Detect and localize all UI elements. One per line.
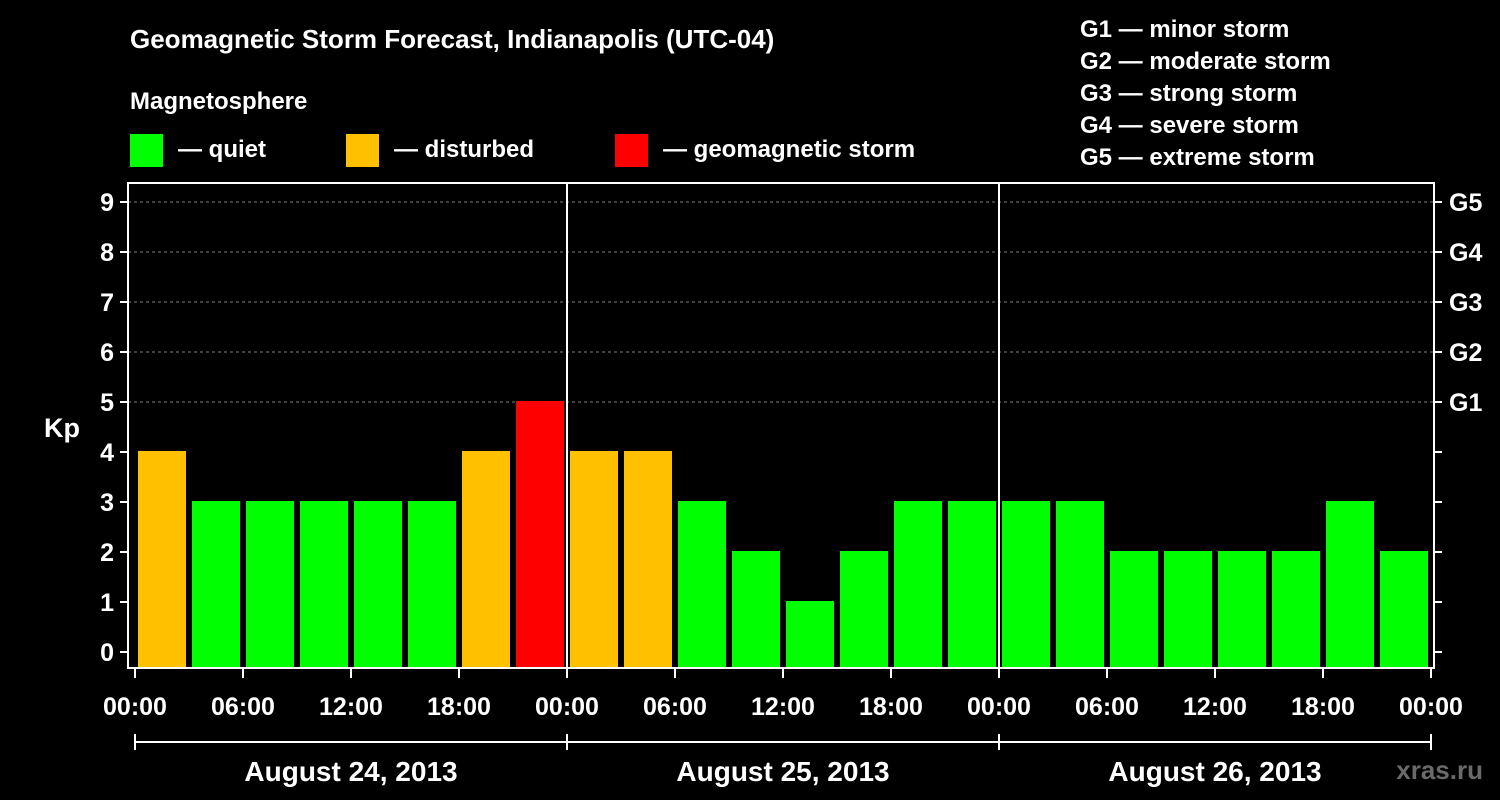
x-tick-label: 06:00 <box>211 693 275 721</box>
x-tick-label: 12:00 <box>751 693 815 721</box>
kp-bar <box>246 501 294 668</box>
y-tick-label: 3 <box>100 489 114 517</box>
legend-label-storm: — geomagnetic storm <box>663 136 915 163</box>
kp-bar <box>624 451 672 668</box>
y-tick-label: 1 <box>100 589 114 617</box>
y-tick-label: 7 <box>100 289 114 317</box>
x-tick-label: 18:00 <box>1291 693 1355 721</box>
g-scale-label: G1 <box>1449 389 1482 417</box>
kp-bar <box>300 501 348 668</box>
plot-frame <box>127 182 1435 669</box>
x-tick-label: 06:00 <box>1075 693 1139 721</box>
x-tick-label: 18:00 <box>427 693 491 721</box>
x-tick-label: 00:00 <box>103 693 167 721</box>
kp-bar <box>408 501 456 668</box>
legend-label-disturbed: — disturbed <box>394 136 534 163</box>
y-tick-label: 6 <box>100 339 114 367</box>
scale-legend-item: G5 — extreme storm <box>1080 144 1315 171</box>
kp-bar <box>678 501 726 668</box>
day-labels: August 24, 2013 August 25, 2013 August 26,… <box>134 734 1432 787</box>
kp-bars <box>138 401 1428 668</box>
y-tick-label: 2 <box>100 539 114 567</box>
legend-label-quiet: — quiet <box>178 136 266 163</box>
kp-bar <box>1272 551 1320 668</box>
legend-swatch-quiet <box>130 134 163 167</box>
axes <box>127 182 1435 669</box>
kp-bar <box>948 501 996 668</box>
y-tick-label: 8 <box>100 239 114 267</box>
y-tick-label: 5 <box>100 389 114 417</box>
g-scale-label: G4 <box>1449 239 1482 267</box>
x-tick-label: 00:00 <box>535 693 599 721</box>
magnetosphere-legend: — quiet — disturbed — geomagnetic storm <box>130 134 915 167</box>
scale-legend-item: G2 — moderate storm <box>1080 48 1331 75</box>
y-tick-label: 9 <box>100 189 114 217</box>
kp-bar <box>1110 551 1158 668</box>
x-tick-label: 00:00 <box>1399 693 1463 721</box>
kp-bar <box>516 401 564 668</box>
y-tick-label: 4 <box>100 439 114 467</box>
kp-bar <box>462 451 510 668</box>
chart-subtitle: Magnetosphere <box>130 88 307 115</box>
x-tick-label: 12:00 <box>319 693 383 721</box>
x-axis-ticks: 00:00 06:00 12:00 18:00 00:00 06:00 12:00 18:00… <box>103 668 1463 721</box>
legend-swatch-storm <box>615 134 648 167</box>
y-tick-label: 0 <box>100 639 114 667</box>
g-scale-label: G5 <box>1449 189 1482 217</box>
kp-bar <box>1380 551 1428 668</box>
storm-scale-legend: G1 — minor storm G2 — moderate storm G3 — … <box>1080 16 1331 171</box>
x-tick-label: 06:00 <box>643 693 707 721</box>
g-scale-label: G3 <box>1449 289 1482 317</box>
x-tick-label: 00:00 <box>967 693 1031 721</box>
chart-title: Geomagnetic Storm Forecast, Indianapolis… <box>130 24 774 54</box>
day-label: August 25, 2013 <box>676 756 889 787</box>
day-label: August 26, 2013 <box>1108 756 1321 787</box>
g-scale-ticks: G1 G2 G3 G4 G5 <box>1434 189 1482 653</box>
kp-bar <box>570 451 618 668</box>
x-tick-label: 12:00 <box>1183 693 1247 721</box>
y-axis-ticks: 0 1 2 3 4 5 6 7 8 9 <box>100 189 128 667</box>
x-tick-label: 18:00 <box>859 693 923 721</box>
y-axis-label: Kp <box>44 413 80 443</box>
kp-bar <box>1218 551 1266 668</box>
kp-bar <box>1002 501 1050 668</box>
kp-bar <box>192 501 240 668</box>
kp-bar <box>732 551 780 668</box>
kp-bar <box>840 551 888 668</box>
kp-bar <box>786 601 834 668</box>
day-label: August 24, 2013 <box>244 756 457 787</box>
credit-label: xras.ru <box>1396 755 1483 785</box>
kp-bar <box>354 501 402 668</box>
kp-bar <box>894 501 942 668</box>
kp-bar <box>138 451 186 668</box>
grid-lines <box>128 201 1434 403</box>
scale-legend-item: G1 — minor storm <box>1080 16 1289 43</box>
scale-legend-item: G4 — severe storm <box>1080 112 1299 139</box>
kp-bar <box>1326 501 1374 668</box>
scale-legend-item: G3 — strong storm <box>1080 80 1297 107</box>
g-scale-label: G2 <box>1449 339 1482 367</box>
kp-bar <box>1056 501 1104 668</box>
kp-bar <box>1164 551 1212 668</box>
legend-swatch-disturbed <box>346 134 379 167</box>
